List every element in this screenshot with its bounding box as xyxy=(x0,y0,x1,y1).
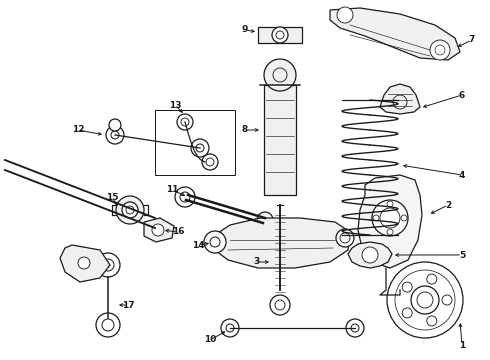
Circle shape xyxy=(177,114,193,130)
Circle shape xyxy=(122,202,138,218)
Polygon shape xyxy=(348,242,392,268)
Circle shape xyxy=(152,224,164,236)
Circle shape xyxy=(372,200,408,236)
Circle shape xyxy=(202,154,218,170)
Polygon shape xyxy=(330,8,460,60)
Circle shape xyxy=(257,212,273,228)
Polygon shape xyxy=(144,218,174,242)
Text: 5: 5 xyxy=(459,251,465,260)
Bar xyxy=(258,27,302,43)
Text: 6: 6 xyxy=(459,90,465,99)
Text: 14: 14 xyxy=(192,240,204,249)
Circle shape xyxy=(337,7,353,23)
Circle shape xyxy=(78,257,90,269)
Circle shape xyxy=(221,319,239,337)
Circle shape xyxy=(401,215,407,221)
Text: 2: 2 xyxy=(445,201,451,210)
Circle shape xyxy=(116,196,144,224)
Text: 1: 1 xyxy=(459,341,465,350)
Circle shape xyxy=(346,319,364,337)
Circle shape xyxy=(373,215,379,221)
Circle shape xyxy=(362,247,378,263)
Circle shape xyxy=(336,229,354,247)
Circle shape xyxy=(272,27,288,43)
Text: 13: 13 xyxy=(169,100,181,109)
Circle shape xyxy=(387,201,393,207)
Text: 3: 3 xyxy=(253,257,259,266)
Circle shape xyxy=(427,316,437,326)
Circle shape xyxy=(430,40,450,60)
Text: 12: 12 xyxy=(72,126,84,135)
Polygon shape xyxy=(380,84,420,114)
Text: 15: 15 xyxy=(106,194,118,202)
Text: 10: 10 xyxy=(204,336,216,345)
Circle shape xyxy=(427,274,437,284)
Polygon shape xyxy=(60,245,110,282)
Text: 11: 11 xyxy=(166,185,178,194)
Text: 9: 9 xyxy=(242,26,248,35)
Bar xyxy=(264,85,296,195)
Circle shape xyxy=(204,231,226,253)
Circle shape xyxy=(411,286,439,314)
Text: 17: 17 xyxy=(122,301,134,310)
Circle shape xyxy=(402,308,412,318)
Text: 4: 4 xyxy=(459,171,465,180)
Circle shape xyxy=(106,126,124,144)
Text: 7: 7 xyxy=(469,36,475,45)
Circle shape xyxy=(270,295,290,315)
Bar xyxy=(155,110,235,175)
Text: 16: 16 xyxy=(172,228,184,237)
Polygon shape xyxy=(358,175,422,268)
Circle shape xyxy=(96,253,120,277)
Circle shape xyxy=(264,59,296,91)
Circle shape xyxy=(387,229,393,235)
Circle shape xyxy=(191,139,209,157)
Circle shape xyxy=(175,187,195,207)
Circle shape xyxy=(109,119,121,131)
Circle shape xyxy=(387,262,463,338)
Circle shape xyxy=(442,295,452,305)
Polygon shape xyxy=(212,218,350,268)
Text: 8: 8 xyxy=(242,126,248,135)
Circle shape xyxy=(96,313,120,337)
Circle shape xyxy=(402,282,412,292)
